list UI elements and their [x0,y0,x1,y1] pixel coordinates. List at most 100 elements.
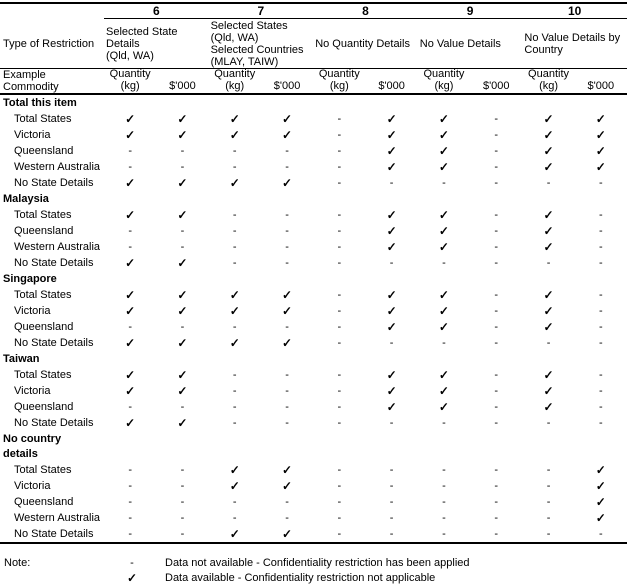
cell-symbol: - [337,305,342,317]
cell-symbol: ✓ [543,400,554,414]
row-label: Total States [14,209,72,221]
cell-symbol: - [285,417,289,429]
cell-symbol: - [180,161,185,173]
cell-symbol: - [494,161,499,173]
cell-symbol: - [442,528,446,540]
cell-symbol: - [494,305,499,317]
cell-symbol: ✓ [386,160,397,174]
cell-symbol: ✓ [438,400,449,414]
cell-symbol: ✓ [229,336,240,350]
cell-symbol: - [337,369,342,381]
cell-symbol: - [599,528,603,540]
cell-symbol: - [232,401,237,413]
cell-symbol: - [494,464,499,476]
row-label: Victoria [14,129,51,141]
cell-symbol: - [128,528,132,540]
cell-symbol: - [494,417,499,429]
quantity-unit: (kg) [120,80,140,92]
cell-symbol: ✓ [125,384,136,398]
cell-symbol: ✓ [125,256,136,270]
cell-symbol: - [180,145,185,157]
cell-symbol: - [599,225,603,237]
cell-symbol: ✓ [282,128,293,142]
section-title: Malaysia [3,193,49,205]
cell-symbol: - [232,257,237,269]
cell-symbol: ✓ [543,160,554,174]
quantity-header: Quantity (kg) [104,68,157,95]
cell-symbol: - [337,161,342,173]
cell-symbol: - [599,337,603,349]
group-description: No Quantity Details [313,19,418,69]
row-label: Victoria [14,480,51,492]
group-number: 8 [313,4,418,19]
cell-symbol: ✓ [177,176,188,190]
cell-symbol: - [546,337,551,349]
quantity-unit: (kg) [434,80,454,92]
value-header: $'000 [470,69,523,95]
row-label: Western Australia [14,241,101,253]
quantity-unit: (kg) [225,80,245,92]
group-number: 6 [104,4,209,19]
cell-symbol: ✓ [177,288,188,302]
cell-symbol: ✓ [125,336,136,350]
cell-symbol: - [180,496,185,508]
quantity-header: Quantity (kg) [417,68,471,95]
cell-symbol: - [128,161,132,173]
row-label: Victoria [14,385,51,397]
cell-symbol: ✓ [177,384,188,398]
cell-symbol: - [128,401,132,413]
legend: Note: - Data not available - Confidentia… [0,556,627,586]
cell-symbol: ✓ [177,368,188,382]
cell-symbol: - [285,385,289,397]
cell-symbol: ✓ [438,112,449,126]
cell-symbol: ✓ [595,144,606,158]
quantity-word: Quantity [318,68,360,80]
row-label: Total States [14,113,72,125]
cell-symbol: - [494,129,499,141]
section-title: Total this item [3,97,77,109]
cell-symbol: ✓ [543,368,554,382]
cell-symbol: ✓ [595,128,606,142]
cell-symbol: - [599,321,603,333]
cell-symbol: ✓ [125,288,136,302]
quantity-unit: (kg) [329,80,349,92]
cell-symbol: - [232,321,237,333]
cell-symbol: - [494,480,499,492]
cell-symbol: - [389,337,394,349]
cell-symbol: - [128,464,132,476]
section-title: Taiwan [3,353,40,365]
cell-symbol: - [180,464,185,476]
cell-symbol: - [337,113,342,125]
cell-symbol: ✓ [229,112,240,126]
cell-symbol: ✓ [177,208,188,222]
cell-symbol: - [128,496,132,508]
cell-symbol: ✓ [282,112,293,126]
cell-symbol: - [389,512,394,524]
cell-symbol: - [546,496,551,508]
cell-symbol: ✓ [386,384,397,398]
cell-symbol: ✓ [543,144,554,158]
group-number: 9 [417,4,523,19]
cell-symbol: ✓ [386,112,397,126]
cell-symbol: - [546,512,551,524]
cell-symbol: ✓ [125,208,136,222]
row-label: No State Details [14,257,94,269]
cell-symbol: ✓ [438,368,449,382]
cell-symbol: - [232,209,237,221]
cell-symbol: ✓ [543,224,554,238]
cell-symbol: - [442,480,446,492]
row-label: No State Details [14,337,94,349]
dash-symbol: - [130,557,134,569]
cell-symbol: - [494,177,499,189]
group-description: Selected States (Qld, WA) Selected Count… [208,19,314,69]
cell-symbol: - [442,496,446,508]
cell-symbol: - [337,257,342,269]
cell-symbol: - [494,512,499,524]
cell-symbol: - [389,496,394,508]
cell-symbol: - [232,145,237,157]
cell-symbol: - [285,241,289,253]
cell-symbol: ✓ [125,304,136,318]
cell-symbol: ✓ [229,527,240,541]
cell-symbol: - [494,225,499,237]
